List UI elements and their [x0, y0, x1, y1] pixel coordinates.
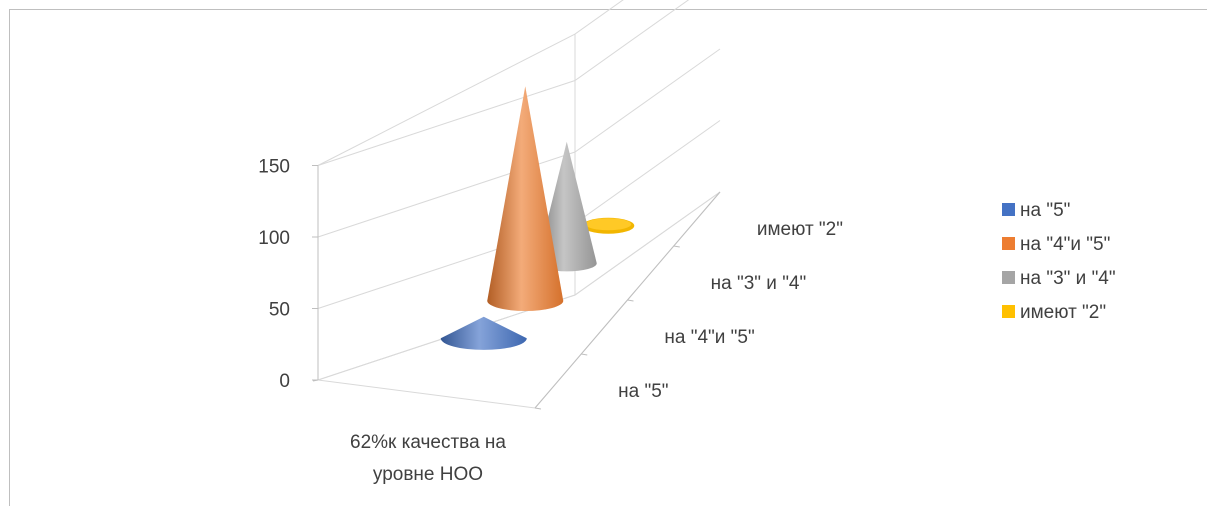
y-tick-label-100: 100	[258, 228, 290, 249]
depth-tick-0	[535, 408, 541, 409]
y-axis-ticks: 0 50 100 150	[258, 157, 318, 393]
legend-label-1: на "4"и "5"	[1020, 234, 1110, 255]
y-tick-label-50: 50	[269, 300, 290, 321]
cone-series-1	[487, 86, 563, 311]
depth-label-1: на "4"и "5"	[664, 327, 754, 348]
chart-cones	[441, 86, 635, 350]
depth-label-2: на "3" и "4"	[711, 273, 807, 294]
legend-swatch-0	[1002, 203, 1015, 216]
y-tick-label-150: 150	[258, 157, 290, 178]
cone-series-3-top	[585, 218, 631, 230]
cone-series-0	[441, 317, 527, 350]
depth-tick-2	[628, 300, 634, 301]
legend: на "5" на "4"и "5" на "3" и "4" имеют "2"	[1002, 200, 1116, 323]
category-label-line2: уровне НОО	[373, 464, 483, 485]
category-axis-labels: 62%к качества на уровне НОО	[350, 432, 506, 485]
legend-label-0: на "5"	[1020, 200, 1070, 221]
legend-swatch-1	[1002, 237, 1015, 250]
depth-label-3: имеют "2"	[757, 219, 843, 240]
category-label-line1: 62%к качества на	[350, 432, 506, 453]
legend-label-2: на "3" и "4"	[1020, 268, 1116, 289]
y-tick-label-0: 0	[279, 371, 290, 392]
depth-tick-1	[581, 354, 587, 355]
legend-label-3: имеют "2"	[1020, 302, 1106, 323]
legend-swatch-2	[1002, 271, 1015, 284]
legend-swatch-3	[1002, 305, 1015, 318]
depth-tick-3	[674, 246, 680, 247]
depth-label-0: на "5"	[618, 381, 668, 402]
